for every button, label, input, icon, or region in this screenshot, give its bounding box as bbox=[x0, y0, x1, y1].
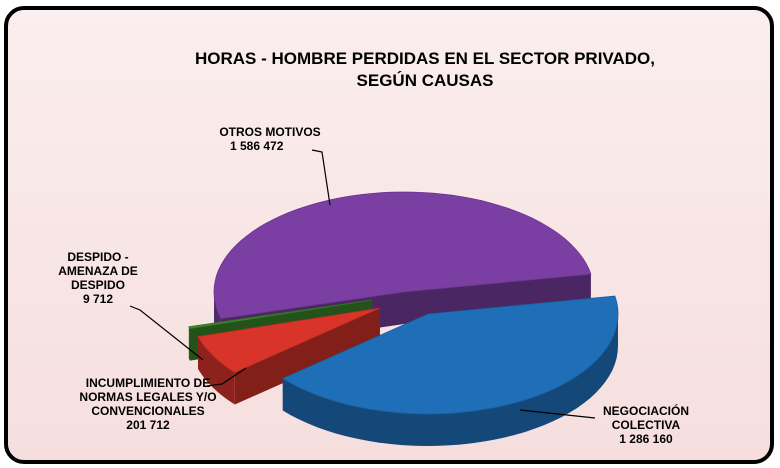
value-label: 9 712 bbox=[82, 292, 114, 306]
slice-wall bbox=[282, 314, 618, 446]
category-label: DESPIDO - AMENAZA DE DESPIDO bbox=[58, 250, 138, 292]
category-label: INCUMPLIMIENTO DE NORMAS LEGALES Y/O CON… bbox=[79, 376, 217, 418]
slice-wall bbox=[198, 336, 235, 405]
category-label: NEGOCIACIÓN COLECTIVA bbox=[602, 404, 689, 432]
chart-title: HORAS - HOMBRE PERDIDAS EN EL SECTOR PRI… bbox=[195, 49, 655, 68]
slice-label: OTROS MOTIVOS 1 586 472 bbox=[200, 125, 340, 153]
category-label: OTROS MOTIVOS bbox=[219, 125, 321, 139]
pie bbox=[188, 191, 619, 446]
slice bbox=[213, 191, 592, 320]
slice-wall bbox=[188, 326, 190, 361]
chart-title: SEGÚN CAUSAS bbox=[357, 71, 494, 90]
leader-line bbox=[206, 367, 247, 387]
leader-line bbox=[311, 149, 331, 206]
slice bbox=[281, 295, 619, 415]
leader-line bbox=[129, 305, 204, 361]
leader-line bbox=[519, 409, 596, 419]
slice bbox=[197, 307, 381, 373]
value-label: 1 286 160 bbox=[619, 432, 673, 446]
slice-label: NEGOCIACIÓN COLECTIVA 1 286 160 bbox=[566, 404, 726, 446]
slice-label: DESPIDO - AMENAZA DE DESPIDO 9 712 bbox=[48, 250, 148, 306]
slice-label: INCUMPLIMIENTO DE NORMAS LEGALES Y/O CON… bbox=[68, 376, 228, 432]
value-label: 201 712 bbox=[126, 418, 170, 432]
slice bbox=[188, 299, 373, 330]
value-label: 1 586 472 bbox=[230, 139, 284, 153]
